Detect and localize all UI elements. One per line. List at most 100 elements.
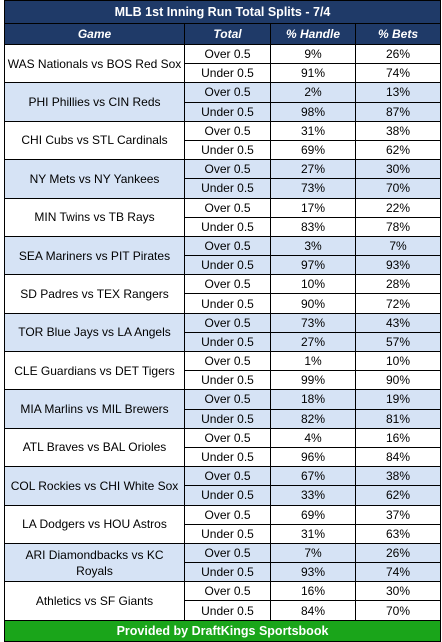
table-row: SEA Mariners vs PIT Pirates Over 0.5 3% 7% [4,235,441,276]
handle-cell: 31% [270,523,356,544]
handle-cell: 9% [270,43,356,65]
table-row: Under 0.5 90% 72% [5,293,441,314]
table-row: CHI Cubs vs STL Cardinals Over 0.5 31% 38% [4,120,441,161]
handle-cell: 2% [270,82,356,103]
total-cell: Over 0.5 [184,82,271,103]
handle-cell: 97% [270,255,356,276]
total-cell: Under 0.5 [184,523,271,544]
bets-cell: 30% [355,581,441,602]
handle-cell: 4% [270,427,356,448]
table-row: PHI Phillies vs CIN Reds Over 0.5 2% 13% [4,82,441,122]
total-cell: Under 0.5 [184,485,271,506]
handle-cell: 69% [270,139,356,161]
bets-cell: 57% [355,331,441,353]
total-cell: Under 0.5 [184,370,271,391]
total-cell: Over 0.5 [184,120,271,141]
handle-cell: 90% [270,293,356,314]
table-row: ARI Diamondbacks vs KC Royals Over 0.5 7% 2… [4,542,441,583]
table-row: Under 0.5 27% 57% [5,331,441,353]
total-cell: Under 0.5 [184,139,271,161]
bets-cell: 28% [355,274,441,295]
bets-cell: 93% [355,255,441,276]
total-cell: Over 0.5 [184,274,271,295]
handle-cell: 98% [270,101,356,122]
total-cell: Under 0.5 [184,562,271,583]
bets-cell: 78% [355,216,441,237]
handle-cell: 7% [270,542,356,564]
total-cell: Over 0.5 [184,427,271,448]
table-footer: Provided by DraftKings Sportsbook [4,619,441,642]
game-cell: WAS Nationals vs BOS Red Sox [4,43,185,84]
table-row: Under 0.5 33% 62% [5,485,441,506]
game-cell: MIA Marlins vs MIL Brewers [4,389,185,429]
table-row: Under 0.5 91% 74% [5,63,441,84]
total-cell: Under 0.5 [184,101,271,122]
game-cell: ATL Braves vs BAL Orioles [4,427,185,468]
game-cell: TOR Blue Jays vs LA Angels [4,312,185,353]
bets-cell: 70% [355,178,441,199]
bets-cell: 13% [355,82,441,103]
table-row: MIA Marlins vs MIL Brewers Over 0.5 18% 19% [4,389,441,429]
table-title: MLB 1st Inning Run Total Splits - 7/4 [4,0,441,24]
column-header-game: Game [4,23,185,45]
total-cell: Over 0.5 [184,389,271,410]
bets-cell: 62% [355,485,441,506]
bets-cell: 84% [355,446,441,468]
handle-cell: 99% [270,370,356,391]
total-cell: Over 0.5 [184,312,271,333]
handle-cell: 27% [270,159,356,180]
game-cell: COL Rockies vs CHI White Sox [4,466,185,506]
bets-cell: 30% [355,159,441,180]
game-cell: Athletics vs SF Giants [4,581,185,621]
game-cell: NY Mets vs NY Yankees [4,159,185,199]
bets-cell: 70% [355,600,441,621]
bets-cell: 63% [355,523,441,544]
total-cell: Under 0.5 [184,446,271,468]
bets-cell: 7% [355,235,441,257]
table-row: Under 0.5 93% 74% [5,562,441,583]
splits-table: MLB 1st Inning Run Total Splits - 7/4 Ga… [4,0,441,642]
table-row: TOR Blue Jays vs LA Angels Over 0.5 73% 43% [4,312,441,353]
handle-cell: 67% [270,466,356,487]
table-row: SD Padres vs TEX Rangers Over 0.5 10% 28% [4,274,441,314]
handle-cell: 10% [270,274,356,295]
table-row: MIN Twins vs TB Rays Over 0.5 17% 22% [4,197,441,237]
total-cell: Over 0.5 [184,235,271,257]
table-row: Under 0.5 99% 90% [5,370,441,391]
game-cell: SEA Mariners vs PIT Pirates [4,235,185,276]
bets-cell: 90% [355,370,441,391]
total-cell: Under 0.5 [184,216,271,237]
bets-cell: 38% [355,120,441,141]
bets-cell: 74% [355,562,441,583]
total-cell: Over 0.5 [184,350,271,372]
handle-cell: 84% [270,600,356,621]
bets-cell: 26% [355,542,441,564]
total-cell: Under 0.5 [184,408,271,429]
bets-cell: 37% [355,504,441,525]
total-cell: Over 0.5 [184,197,271,218]
handle-cell: 83% [270,216,356,237]
handle-cell: 31% [270,120,356,141]
total-cell: Over 0.5 [184,43,271,65]
bets-cell: 16% [355,427,441,448]
handle-cell: 3% [270,235,356,257]
handle-cell: 33% [270,485,356,506]
table-row: NY Mets vs NY Yankees Over 0.5 27% 30% [4,159,441,199]
total-cell: Under 0.5 [184,63,271,84]
bets-cell: 72% [355,293,441,314]
bets-cell: 62% [355,139,441,161]
handle-cell: 93% [270,562,356,583]
game-cell: CHI Cubs vs STL Cardinals [4,120,185,161]
total-cell: Over 0.5 [184,542,271,564]
table-row: ATL Braves vs BAL Orioles Over 0.5 4% 16% [4,427,441,468]
handle-cell: 96% [270,446,356,468]
handle-cell: 73% [270,178,356,199]
table-row: Under 0.5 97% 93% [5,255,441,276]
table-row: Under 0.5 31% 63% [5,523,441,544]
bets-cell: 74% [355,63,441,84]
total-cell: Over 0.5 [184,466,271,487]
handle-cell: 73% [270,312,356,333]
table-row: LA Dodgers vs HOU Astros Over 0.5 69% 37% [4,504,441,544]
handle-cell: 27% [270,331,356,353]
handle-cell: 18% [270,389,356,410]
